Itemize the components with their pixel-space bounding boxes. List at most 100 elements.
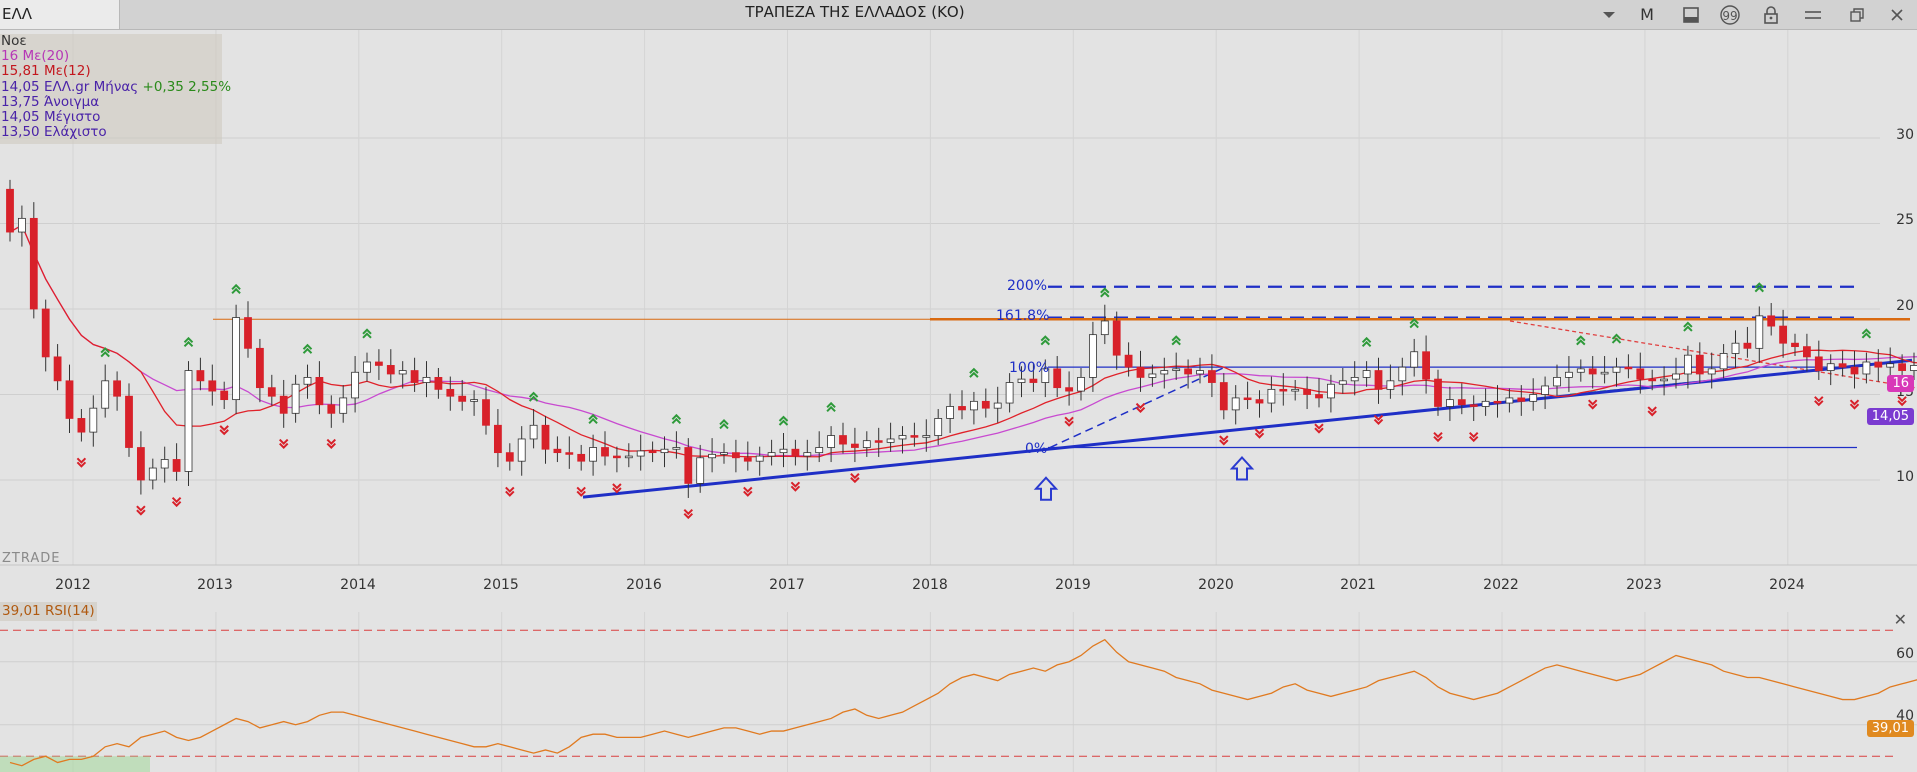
candle-up — [1160, 370, 1169, 375]
candle-up — [1362, 370, 1371, 378]
candle-up — [636, 450, 645, 457]
panel-icon[interactable] — [1676, 0, 1706, 29]
candle-down — [1124, 354, 1133, 368]
candle-up — [1565, 371, 1573, 378]
candle-up — [1041, 368, 1050, 383]
candle-down — [1457, 399, 1466, 406]
close-icon[interactable] — [1882, 0, 1912, 29]
candle-down — [458, 395, 467, 402]
candle-down — [1422, 351, 1430, 380]
pivot-high-marker — [362, 328, 372, 339]
candle-up — [886, 438, 895, 443]
candle-up — [589, 447, 597, 462]
minimize-icon[interactable] — [1798, 0, 1828, 29]
pivot-low-marker — [1647, 406, 1657, 417]
restore-icon[interactable] — [1842, 0, 1872, 29]
candle-up — [529, 424, 538, 440]
candle-up — [1684, 354, 1692, 375]
y-label: 20 — [1896, 298, 1914, 314]
quote-icon[interactable]: 99 — [1715, 0, 1745, 29]
candle-down — [1767, 315, 1776, 327]
rsi-legend: 39,01 RSI(14) — [0, 602, 97, 621]
chevron-down-icon[interactable] — [1594, 0, 1624, 29]
pivot-high-marker — [302, 343, 313, 354]
candle-up — [898, 435, 907, 440]
candle-up — [624, 455, 633, 459]
pivot-low-marker — [1254, 428, 1265, 439]
candle-down — [136, 447, 145, 481]
y-label: 30 — [1896, 127, 1914, 143]
pivot-low-marker — [1219, 435, 1229, 446]
candle-down — [327, 404, 336, 414]
arrow-up-icon — [1229, 456, 1255, 481]
candle-up — [815, 447, 824, 454]
pivot-high-marker — [719, 418, 729, 430]
candle-up — [303, 376, 312, 385]
candle-down — [684, 447, 693, 484]
legend-open: 13,75 Άνοιγμα — [1, 93, 100, 110]
pivot-low-marker — [1468, 431, 1479, 443]
candle-down — [981, 400, 990, 409]
candle-down — [1695, 354, 1704, 375]
candle-up — [291, 383, 300, 414]
candle-down — [541, 424, 550, 450]
candle-down — [505, 452, 514, 462]
pivot-low-marker — [1064, 416, 1074, 427]
pivot-high-marker — [231, 283, 241, 295]
candle-down — [1791, 342, 1799, 348]
candle-up — [1338, 380, 1347, 385]
candle-down — [1053, 368, 1062, 389]
pivot-low-marker — [1373, 414, 1384, 426]
chart-legend: Νοε 16 Με(20) 15,81 Με(12) 14,05 ΕΛΛ.gr … — [0, 33, 231, 144]
price-chart[interactable] — [0, 30, 1917, 772]
candle-down — [1112, 320, 1121, 356]
candle-down — [565, 452, 574, 455]
candle-up — [708, 453, 716, 459]
candle-up — [422, 376, 431, 383]
pivot-low-marker — [1897, 396, 1907, 407]
legend-low: 13,50 Ελάχιστο — [1, 124, 107, 141]
x-label: 2015 — [483, 577, 519, 593]
candle-up — [1398, 366, 1407, 382]
candle-up — [1553, 376, 1561, 387]
x-label: 2024 — [1769, 577, 1805, 593]
candle-up — [862, 440, 871, 448]
x-label: 2018 — [912, 577, 948, 593]
candle-down — [1065, 387, 1073, 392]
pivot-low-marker — [850, 473, 860, 484]
candle-up — [803, 452, 812, 457]
candle-down — [1469, 404, 1478, 407]
candle-down — [77, 418, 86, 433]
candle-down — [553, 448, 562, 454]
candle-up — [1446, 399, 1454, 407]
symbol-input[interactable]: ΕΛΛ — [0, 0, 120, 29]
period-button[interactable]: M — [1640, 5, 1654, 24]
candle-up — [351, 371, 360, 399]
candle-up — [1529, 394, 1538, 402]
candle-down — [255, 347, 264, 389]
pivot-high-marker — [1754, 282, 1765, 293]
candle-down — [41, 308, 50, 358]
candle-down — [874, 440, 883, 443]
x-label: 2017 — [769, 577, 805, 593]
candle-down — [910, 435, 919, 438]
candle-up — [339, 397, 348, 414]
candle-down — [1803, 346, 1811, 358]
candle-down — [613, 455, 621, 459]
pivot-high-marker — [528, 391, 539, 402]
candle-up — [89, 407, 98, 433]
candle-down — [1636, 368, 1645, 380]
x-label: 2012 — [55, 577, 91, 593]
close-icon[interactable]: ✕ — [1893, 610, 1907, 629]
candle-up — [398, 370, 407, 375]
candle-down — [1434, 378, 1442, 407]
candle-up — [1612, 366, 1621, 373]
candle-up — [922, 435, 931, 438]
lock-icon[interactable] — [1756, 0, 1786, 29]
candle-up — [1707, 368, 1716, 375]
candle-up — [148, 467, 157, 481]
x-label: 2023 — [1626, 577, 1662, 593]
candle-up — [1481, 400, 1490, 407]
title-bar: ΕΛΛ ΤΡΑΠΕΖΑ ΤΗΣ ΕΛΛΑΔΟΣ (ΚΟ) M 99 — [0, 0, 1917, 30]
